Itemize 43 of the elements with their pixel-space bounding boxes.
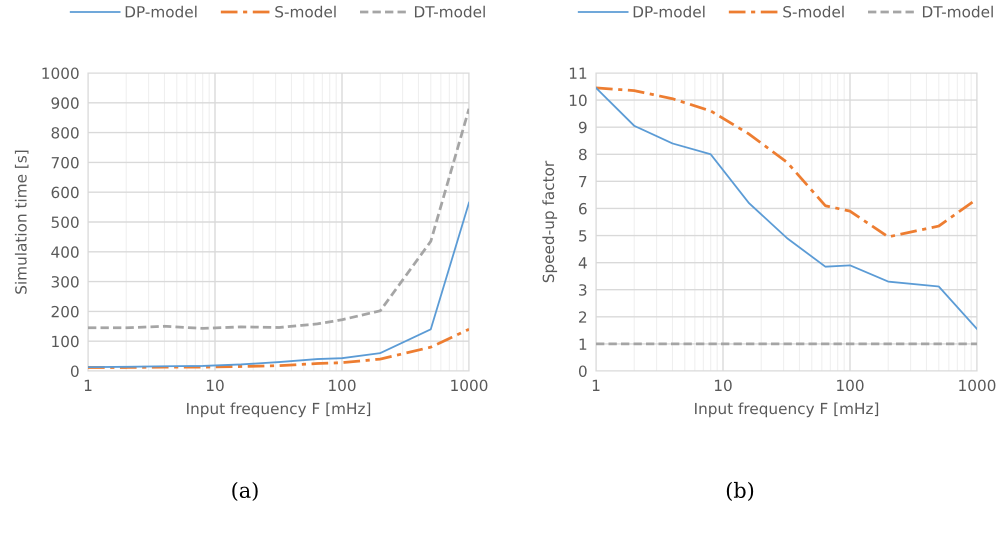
x-tick-label: 1 bbox=[84, 380, 92, 391]
x-tick-label: 10 bbox=[714, 380, 732, 392]
legend-label: DT-model bbox=[414, 6, 485, 18]
y-tick-label: 400 bbox=[51, 246, 79, 258]
x-tick-label: 100 bbox=[837, 380, 864, 392]
y-tick-label: 7 bbox=[579, 176, 586, 188]
legend-label: S-model bbox=[275, 6, 336, 18]
legend-label: DT-model bbox=[922, 6, 993, 18]
text: (a) bbox=[232, 482, 258, 501]
y-tick-label: 1000 bbox=[42, 67, 79, 80]
x-tick-label: 1 bbox=[592, 380, 600, 391]
y-tick-label: 800 bbox=[52, 127, 79, 139]
legend-label: S-model bbox=[783, 6, 844, 18]
y-tick-label: 2 bbox=[579, 311, 586, 323]
y-tick-label: 600 bbox=[52, 186, 79, 198]
text: (b) bbox=[726, 482, 754, 501]
x-tick-label: 1000 bbox=[959, 380, 996, 392]
y-tick-label: 1 bbox=[580, 338, 586, 350]
y-tick-label: 300 bbox=[52, 276, 79, 288]
y-tick-label: 10 bbox=[570, 94, 587, 106]
y-tick-label: 200 bbox=[52, 306, 79, 318]
x-tick-label: 10 bbox=[206, 380, 224, 392]
y-tick-label: 500 bbox=[52, 216, 79, 228]
y-tick-label: 0 bbox=[70, 365, 79, 378]
y-tick-label: 0 bbox=[578, 365, 587, 378]
y-tick-label: 9 bbox=[578, 122, 587, 134]
y-tick-label: 11 bbox=[570, 68, 586, 79]
y-tick-label: 6 bbox=[579, 202, 587, 214]
y-axis-title: Simulation time [s] bbox=[14, 150, 29, 294]
y-tick-label: 8 bbox=[578, 148, 587, 160]
y-tick-label: 700 bbox=[52, 156, 79, 168]
y-tick-label: 100 bbox=[52, 336, 79, 348]
x-axis-title: Input frequency F [mHz] bbox=[187, 402, 370, 418]
y-tick-label: 5 bbox=[579, 230, 586, 242]
y-tick-label: 4 bbox=[578, 257, 587, 268]
x-axis-title: Input frequency F [mHz] bbox=[695, 402, 878, 418]
x-tick-label: 100 bbox=[329, 380, 356, 392]
y-tick-label: 900 bbox=[51, 97, 79, 109]
y-axis-title: Speed-up factor bbox=[542, 160, 558, 282]
x-tick-label: 1000 bbox=[451, 380, 488, 392]
y-tick-label: 3 bbox=[579, 284, 586, 296]
legend-label: DP-model bbox=[634, 6, 704, 18]
legend-label: DP-model bbox=[126, 6, 196, 18]
